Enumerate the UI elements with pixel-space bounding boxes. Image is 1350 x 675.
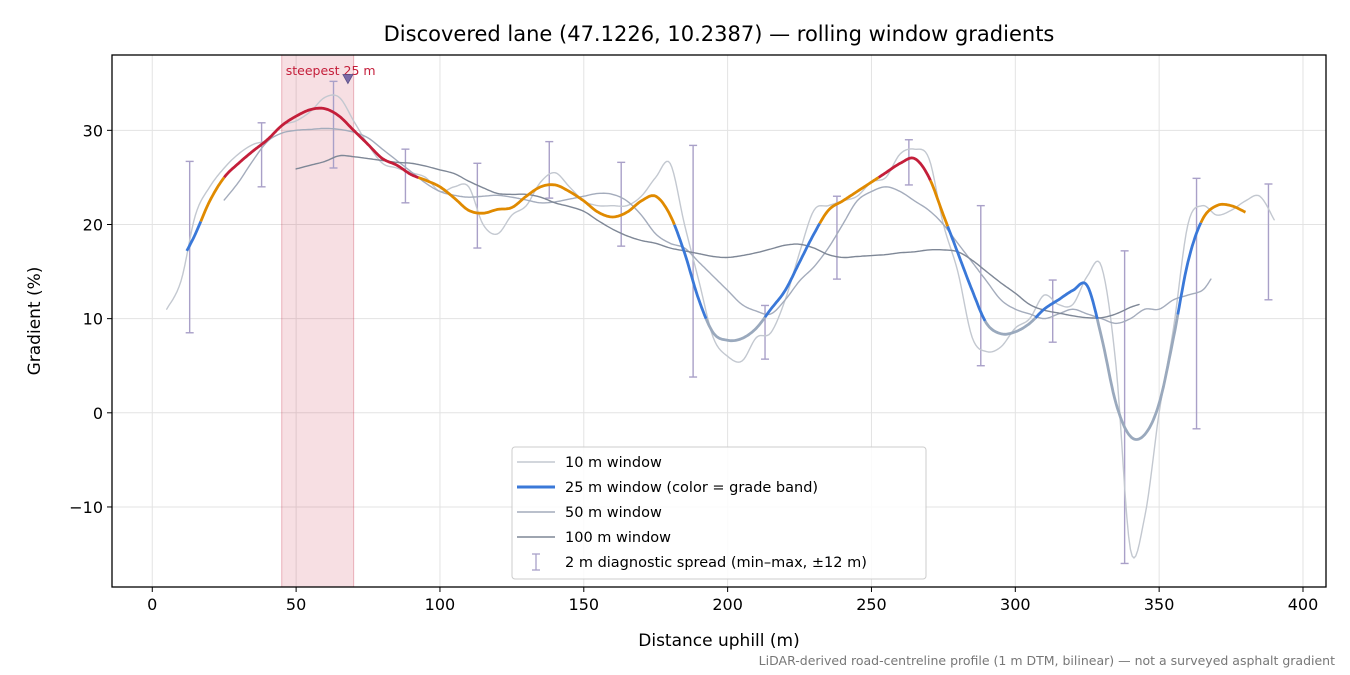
legend-label-25m: 25 m window (color = grade band)	[565, 480, 818, 496]
x-tick-label: 250	[856, 595, 887, 614]
series-100m-line	[295, 154, 1140, 319]
legend-label-diagnostic: 2 m diagnostic spread (min–max, ±12 m)	[565, 555, 867, 571]
diagnostic-errorbar	[401, 148, 410, 204]
marker-layer	[342, 74, 354, 85]
diagnostic-errorbar	[904, 139, 913, 186]
diagnostic-errorbar	[257, 122, 266, 188]
series-25m-segment	[929, 179, 950, 227]
series-25m-segment	[704, 316, 767, 343]
series-25m-segment	[763, 222, 821, 319]
steepest-marker	[342, 74, 354, 85]
x-tick-label: 200	[712, 595, 743, 614]
series-25m-segment	[1034, 281, 1099, 320]
y-tick-label: −10	[69, 498, 103, 517]
x-tick-label: 350	[1144, 595, 1175, 614]
diagnostic-errorbar	[976, 204, 985, 367]
series-25m-segment	[877, 156, 932, 181]
x-axis-label: Distance uphill (m)	[638, 631, 799, 651]
x-tick-label: 400	[1288, 595, 1319, 614]
x-tick-label: 300	[1000, 595, 1031, 614]
diagnostic-errorbar	[617, 161, 626, 247]
diagnostic-errorbar	[473, 162, 482, 249]
series-25m-segment	[199, 176, 226, 222]
footnote: LiDAR-derived road-centreline profile (1…	[759, 653, 1335, 668]
grid-layer	[112, 55, 1326, 587]
diagnostic-errorbar	[1192, 177, 1201, 430]
legend-swatch-diagnostic	[532, 553, 540, 571]
diagnostic-errorbar	[1120, 250, 1129, 565]
series-25m-segment	[1095, 314, 1180, 441]
series-25m-segment	[673, 224, 708, 320]
series-25m-segment	[185, 220, 203, 252]
legend-label-10m: 10 m window	[565, 455, 662, 471]
legend-label-50m: 50 m window	[565, 505, 662, 521]
diagnostic-errorbar	[329, 80, 338, 169]
y-tick-label: 20	[83, 215, 103, 234]
tick-layer: 0 50 100 150 200 250 300 350 400 −10 0 10 20 30	[69, 121, 1318, 614]
y-tick-label: 30	[83, 121, 103, 140]
chart-title: Discovered lane (47.1226, 10.2387) — rol…	[384, 22, 1055, 46]
diagnostic-errorbar	[832, 195, 841, 280]
steepest-highlight-band	[281, 54, 355, 588]
steepest-annotation: steepest 25 m	[286, 63, 376, 78]
x-tick-label: 0	[147, 595, 157, 614]
legend-label-100m: 100 m window	[565, 530, 671, 546]
x-tick-label: 50	[286, 595, 306, 614]
x-tick-label: 150	[569, 595, 600, 614]
series-25m-segment	[946, 225, 987, 322]
series-25m-segment	[818, 176, 880, 225]
legend-box	[511, 446, 927, 580]
highlight-layer: steepest 25 m	[281, 54, 376, 588]
legend: 10 m window 25 m window (color = grade b…	[511, 446, 927, 580]
y-axis-label: Gradient (%)	[25, 267, 45, 376]
y-tick-label: 0	[93, 404, 103, 423]
y-tick-label: 10	[83, 310, 103, 329]
series-25m-segment	[1176, 222, 1203, 315]
series-50m-line	[223, 127, 1212, 325]
series-25m-segment	[1199, 202, 1247, 224]
series-25m-segment	[983, 316, 1037, 336]
series-25m-segment	[223, 106, 419, 179]
series-10m-line	[166, 94, 1275, 559]
diagnostic-errorbar	[1264, 183, 1273, 301]
plot-frame	[111, 54, 1327, 588]
series-25m-segment	[417, 176, 676, 226]
diagnostic-errorbar	[545, 140, 554, 199]
x-tick-label: 100	[425, 595, 456, 614]
diagnostic-errorbar	[1048, 279, 1057, 343]
series-layer	[166, 94, 1275, 559]
